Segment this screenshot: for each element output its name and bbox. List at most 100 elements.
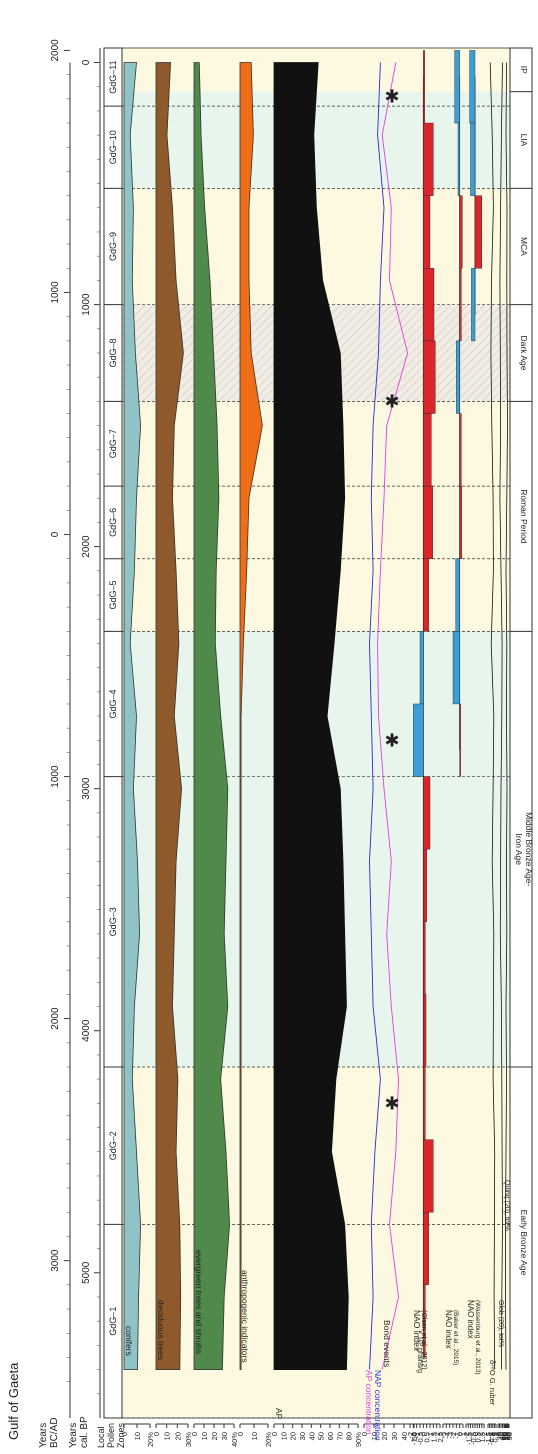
quinq-label: Quinq (20), tot%: [503, 1180, 510, 1231]
nao-olsen-tick-label: 0: [419, 1432, 428, 1436]
nao-olsen-tick-label: 2: [433, 1432, 442, 1436]
nao-baker-tick-label: -2: [449, 1432, 458, 1439]
nao-olsen-bar: [423, 50, 425, 124]
ap-tick-label: 30: [298, 1432, 307, 1440]
nao-olsen-bar: [423, 413, 432, 487]
zone-label: GdG–8: [108, 338, 118, 367]
nao-olsen-bar: [423, 848, 427, 922]
ap-tick-label: 50: [317, 1432, 326, 1440]
zone-label: GdG–6: [108, 508, 118, 537]
zone-label: GdG–1: [108, 1307, 118, 1336]
nao-olsen-tick-label: 0.5: [423, 1432, 432, 1442]
nao-wassenburg-bar: [471, 268, 476, 342]
nao-baker-bar: [457, 122, 460, 196]
deciduous-area: [155, 62, 184, 1371]
bp-axis-label: Years: [68, 1423, 79, 1448]
concentration-tick-label: 30: [390, 1432, 399, 1440]
nao-baker-tick-label: -5: [439, 1432, 448, 1439]
nao-baker-bar: [456, 340, 460, 414]
glob-tick-label: 80: [500, 1432, 509, 1440]
bond-event-marker: ✱: [384, 1093, 399, 1113]
nao-wassenburg-tick-label: 0: [471, 1432, 480, 1436]
concentration-unit: × 10³ grains/g: [416, 1330, 423, 1373]
glob-tick-label: 40: [497, 1432, 506, 1440]
bcad-tick-label: 1000: [50, 281, 61, 304]
nao-olsen-bar: [423, 340, 436, 414]
bcad-axis-label: Years: [38, 1423, 49, 1448]
nao-olsen-tick-label: -0.5: [416, 1432, 425, 1445]
nao-olsen-bar: [419, 631, 424, 705]
zones-axis-label: Pollen: [106, 1423, 116, 1448]
quinq-tick-label: 20: [502, 1432, 511, 1440]
conifers-area: [123, 62, 142, 1371]
nao-olsen-bar: [423, 1066, 426, 1140]
nao-wassenburg-bar: [469, 50, 476, 124]
nao-baker-label: NAO index: [444, 1310, 453, 1349]
evergreen-area: [193, 62, 231, 1371]
d18o-tick-label: -0.5: [487, 1432, 496, 1445]
zone-label: GdG–4: [108, 689, 118, 718]
bond-event-marker: ✱: [384, 86, 399, 106]
nao-olsen-tick-label: 1.5: [429, 1432, 438, 1442]
nao-olsen-bar: [423, 558, 429, 632]
nao-wassenburg-tick-label: 0.5: [473, 1432, 482, 1442]
quinq-tick-label: 30: [503, 1432, 512, 1440]
ap-tick-label: 60: [326, 1432, 335, 1440]
period-label: LIA: [519, 134, 529, 147]
bond-events-label: Bond events: [382, 1320, 392, 1367]
nao-wassenburg-tick-label: -0.5: [469, 1432, 478, 1445]
nao-olsen-tick-label: -1.5: [409, 1432, 418, 1445]
nao-baker-bar: [459, 268, 462, 342]
period-band: [122, 91, 510, 189]
quinq-tick-label: 10: [501, 1432, 510, 1440]
deciduous-tick-label: 20: [173, 1432, 182, 1440]
period-label: IP: [519, 66, 529, 74]
nao-wassenburg-tick-label: 2: [480, 1432, 489, 1436]
zone-label: GdG–5: [108, 581, 118, 610]
nao-baker-bar: [459, 485, 462, 559]
nao-olsen-bar: [413, 703, 424, 777]
nao-baker-tick-label: 0: [456, 1432, 465, 1436]
nao-baker-tick-label: -1: [452, 1432, 461, 1439]
nao-wassenburg-sublabel: (Wassenburg et al., 2013): [474, 1300, 481, 1375]
ap-tick-label: 80: [345, 1432, 354, 1440]
ap-concentration-label: AP concentration: [364, 1370, 374, 1435]
quinq-tick-label: 0: [500, 1432, 509, 1436]
concentration-tick-label: 50: [410, 1432, 419, 1440]
period-label: Dark Age: [519, 335, 529, 370]
bcad-tick-label: 0: [50, 531, 61, 537]
period-label: Iron Age: [514, 833, 524, 865]
glob-tick-label: 20: [496, 1432, 505, 1440]
nao-wassenburg-bar: [470, 122, 476, 196]
bp-tick-label: 0: [81, 59, 92, 65]
period-label: Roman Period: [519, 489, 529, 544]
nao-olsen-tick-label: -2: [406, 1432, 415, 1439]
nao-olsen-bar: [423, 776, 431, 850]
ap-tick-label: 90%: [354, 1432, 363, 1447]
bcad-tick-label: 2000: [50, 39, 61, 62]
bp-tick-label: 3000: [81, 777, 92, 800]
ap-tick-label: 40: [307, 1432, 316, 1440]
bp-tick-label: 5000: [81, 1261, 92, 1284]
nao-wassenburg-tick-label: 1: [476, 1432, 485, 1436]
bp-tick-label: 1000: [81, 293, 92, 316]
zone-label: GdG–11: [108, 60, 118, 93]
period-label: MCA: [519, 237, 529, 256]
concentration-tick-label: 10: [370, 1432, 379, 1440]
conifers-tick-label: 0: [120, 1432, 129, 1436]
zone-label: GdG–9: [108, 232, 118, 261]
nao-baker-bar: [455, 558, 460, 632]
period-label: Early Bronze Age: [519, 1210, 529, 1276]
concentration-tick-label: 40: [400, 1432, 409, 1440]
ap-tick-label: 70: [335, 1432, 344, 1440]
deciduous-tick-label: 30%: [184, 1432, 193, 1447]
d18o-label: δ¹⁸O G. ruber: [488, 1360, 497, 1406]
nao-olsen-tick-label: 1: [426, 1432, 435, 1436]
glob-label: Glob (20), tot%: [497, 1300, 504, 1347]
nao-olsen-bar: [423, 268, 435, 342]
ap-tick-label: 10: [279, 1432, 288, 1440]
ap-tick-label: 0: [270, 1432, 279, 1436]
anthropogenic-area: [239, 62, 263, 1371]
zone-label: GdG–7: [108, 429, 118, 458]
